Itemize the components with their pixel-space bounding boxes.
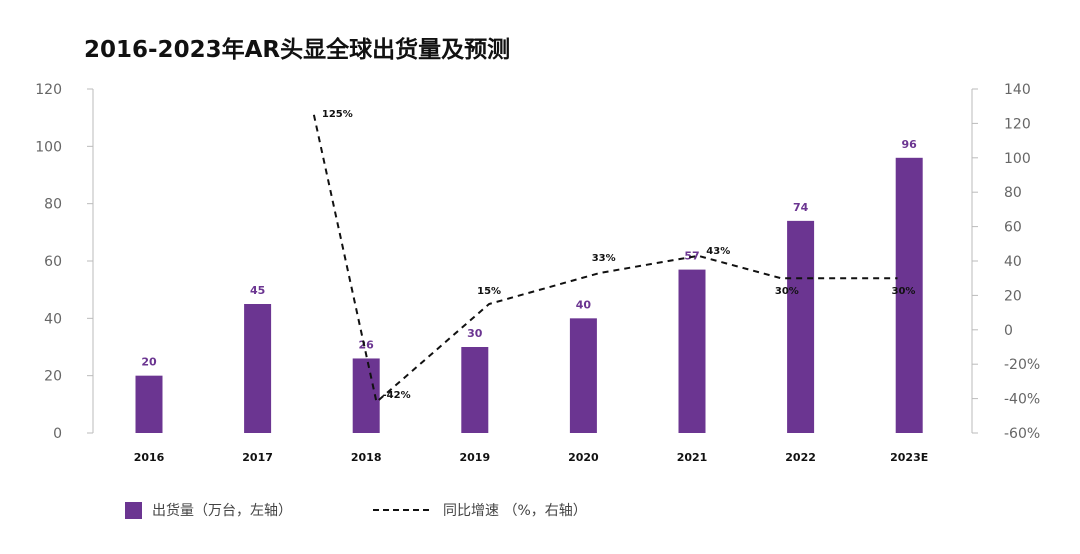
category-label: 2019: [459, 451, 490, 464]
left-tick-label: 80: [44, 197, 62, 213]
right-tick-label: -20%: [1004, 357, 1040, 373]
growth-value-label: 15%: [477, 286, 501, 297]
right-tick-label: 80: [1004, 185, 1022, 201]
bar-series: [135, 157, 923, 434]
growth-value-label: -42%: [383, 390, 411, 401]
right-tick-label: -60%: [1004, 426, 1040, 442]
bar-value-label: 96: [902, 138, 918, 151]
left-tick-label: 100: [35, 139, 62, 155]
legend-swatch-shipments: [125, 501, 142, 519]
right-tick-label: -40%: [1004, 392, 1040, 408]
left-tick-label: 120: [35, 82, 62, 98]
legend-label-shipments: 出货量（万台，左轴）: [152, 503, 292, 519]
legend-item-growth: 同比增速 （%，右轴）: [373, 500, 587, 520]
category-label: 2017: [242, 451, 273, 464]
bar-value-label: 74: [793, 201, 809, 214]
growth-value-label: 125%: [322, 109, 353, 120]
category-label: 2023E: [890, 451, 928, 464]
right-tick-label: 0: [1004, 323, 1013, 339]
bar-2021: [678, 269, 706, 433]
bar-2016: [135, 375, 163, 433]
bar-2023E: [895, 157, 923, 434]
legend-label-growth: 同比增速 （%，右轴）: [443, 503, 587, 519]
right-tick-label: 20: [1004, 288, 1022, 304]
growth-value-label: 30%: [775, 286, 799, 297]
growth-rate-labels: 125% -42% 15% 33% 43% 30% 30%: [322, 109, 916, 401]
bar-2020: [569, 318, 597, 433]
chart-title: 2016-2023年AR头显全球出货量及预测: [84, 37, 511, 63]
category-label: 2020: [568, 451, 599, 464]
bar-value-label: 45: [250, 284, 265, 297]
legend-dash-growth: [373, 509, 429, 511]
growth-value-label: 30%: [892, 286, 916, 297]
bar-value-label: 40: [576, 298, 592, 311]
bar-value-label: 26: [359, 338, 375, 351]
category-label: 2018: [351, 451, 382, 464]
left-tick-label: 0: [53, 426, 62, 442]
left-tick-label: 20: [44, 369, 62, 385]
category-label: 2021: [677, 451, 708, 464]
left-tick-label: 60: [44, 254, 62, 270]
bar-value-label: 20: [141, 356, 157, 369]
right-tick-label: 120: [1004, 116, 1031, 132]
bar-value-label: 30: [467, 327, 483, 340]
growth-value-label: 43%: [706, 246, 730, 257]
bar-2022: [787, 220, 815, 433]
right-tick-label: 40: [1004, 254, 1022, 270]
growth-value-label: 33%: [592, 253, 616, 264]
right-tick-label: 100: [1004, 151, 1031, 167]
right-tick-label: 140: [1004, 82, 1031, 98]
legend-item-shipments: 出货量（万台，左轴）: [125, 500, 292, 520]
bar-2017: [244, 304, 272, 433]
category-label: 2022: [785, 451, 816, 464]
right-axis-ticks: -60% -40% -20% 0 20 40 60 80 100 120 140: [972, 82, 1040, 442]
left-axis-ticks: 0 20 40 60 80 100 120: [35, 82, 93, 442]
right-tick-label: 60: [1004, 220, 1022, 236]
category-labels: 2016 2017 2018 2019 2020 2021 2022 2023E: [134, 451, 929, 464]
bar-2019: [461, 347, 489, 433]
left-tick-label: 40: [44, 311, 62, 327]
category-label: 2016: [134, 451, 165, 464]
